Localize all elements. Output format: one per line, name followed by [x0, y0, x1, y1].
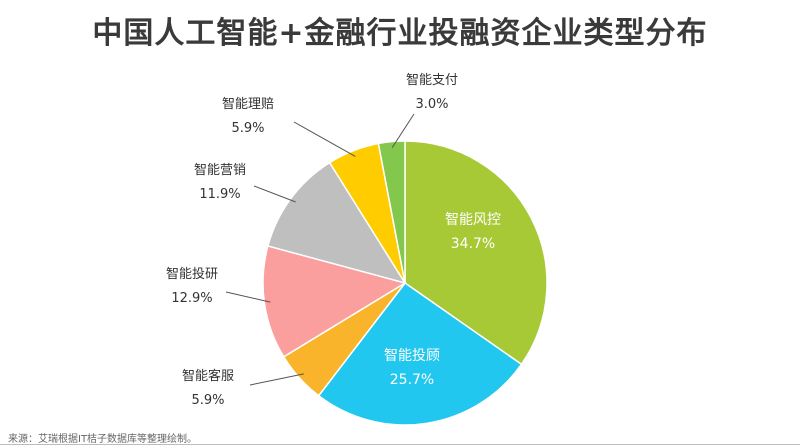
leader-line [391, 113, 415, 148]
source-note: 来源：艾瑞根据IT桔子数据库等整理绘制。 [8, 434, 198, 445]
pie-slice-7 [377, 140, 406, 284]
slice-name-label: 智能营销 [194, 163, 246, 178]
slice-name-label: 智能支付 [406, 73, 458, 88]
slice-value-label: 25.7% [390, 372, 434, 388]
slice-value-label: 3.0% [415, 97, 448, 112]
slice-value-label: 12.9% [171, 291, 212, 306]
slice-name-label: 智能投研 [166, 266, 218, 282]
pie-slice-1 [404, 140, 548, 366]
slice-name-label: 智能投顾 [384, 348, 440, 364]
leader-line [253, 185, 296, 203]
footer-divider [0, 444, 800, 445]
leader-line [225, 291, 271, 303]
slice-value-label: 34.7% [451, 236, 495, 252]
slice-name-label: 智能客服 [182, 368, 234, 384]
leader-line [249, 373, 304, 386]
pie-slice-5 [266, 161, 407, 285]
slice-value-label: 5.9% [191, 393, 224, 408]
leader-line [293, 121, 356, 157]
chart-title: 中国人工智能+金融行业投融资企业类型分布 [92, 16, 708, 51]
slice-value-label: 5.9% [231, 121, 264, 136]
slice-name-label: 智能理赔 [222, 97, 274, 112]
pie-slice-2 [317, 281, 523, 426]
slice-name-label: 智能风控 [445, 212, 501, 228]
slice-value-label: 11.9% [199, 187, 240, 202]
